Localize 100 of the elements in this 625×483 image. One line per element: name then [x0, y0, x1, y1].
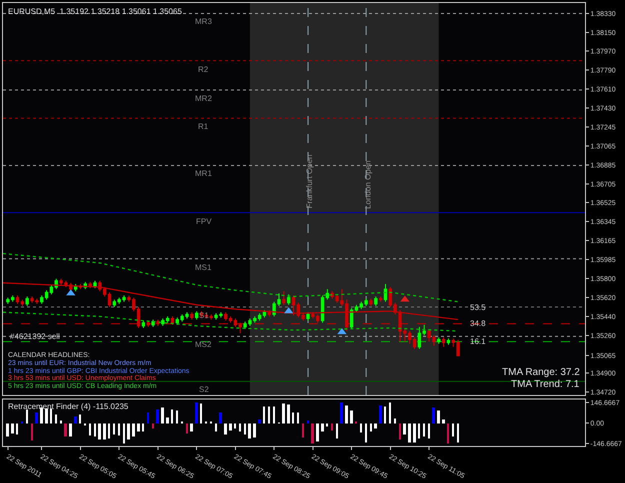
bar — [132, 423, 135, 436]
bar — [437, 410, 440, 424]
bar — [311, 423, 314, 444]
bar — [248, 423, 251, 438]
annotation: TMA Range: 37.2 — [502, 367, 580, 378]
bar — [423, 423, 425, 436]
bar — [331, 423, 333, 430]
bar — [108, 423, 110, 438]
candlestick — [26, 296, 29, 306]
line-series — [3, 282, 459, 320]
ref-line-label: MS1 — [195, 263, 212, 272]
bar — [389, 402, 391, 424]
bar — [16, 423, 18, 434]
candlestick — [374, 296, 378, 306]
bar — [336, 423, 338, 438]
bar — [11, 423, 14, 434]
bar — [428, 423, 430, 438]
ref-line-label: MS2 — [195, 340, 212, 349]
bar — [394, 418, 396, 424]
bar — [35, 412, 38, 424]
bar — [31, 423, 33, 440]
bar — [60, 420, 62, 424]
chart-title: Retracement Finder (4) -115.0235 — [8, 402, 129, 411]
bar — [234, 423, 236, 428]
bar — [321, 423, 324, 432]
bar — [302, 423, 304, 438]
candlestick — [156, 319, 160, 326]
bar — [365, 423, 367, 442]
bar — [152, 423, 154, 428]
candlestick — [446, 338, 450, 346]
bar — [244, 423, 246, 434]
bar — [171, 409, 173, 424]
candlestick — [437, 336, 440, 344]
bar — [316, 423, 319, 442]
ref-line-label: MR3 — [195, 17, 212, 26]
bar — [137, 423, 140, 432]
ref-line-label: S2 — [199, 385, 210, 394]
bar — [74, 416, 77, 424]
candlestick — [268, 310, 271, 317]
bar — [239, 423, 241, 432]
bar — [287, 404, 290, 424]
candlestick — [151, 319, 155, 328]
bar — [26, 409, 28, 424]
bar — [55, 414, 57, 424]
bar — [307, 420, 309, 424]
annotation: 34.8 — [470, 319, 486, 328]
ref-line-label: S1 — [199, 311, 210, 320]
candlestick — [142, 320, 146, 328]
bar — [127, 423, 130, 440]
text: EURUSD,M5 1.35192 1.35218 1.35061 1.35065 — [8, 7, 182, 16]
bar — [186, 423, 188, 434]
bar — [113, 423, 115, 434]
bar — [384, 406, 386, 424]
bar — [118, 423, 120, 436]
ref-line-label: London Open — [363, 160, 372, 209]
annotation: #4621392 sell — [10, 332, 60, 341]
bar — [442, 419, 445, 424]
candlestick — [442, 336, 446, 348]
candlestick — [369, 298, 373, 306]
ref-line-label: FPV — [196, 217, 212, 226]
bar — [69, 423, 72, 436]
bar — [215, 423, 217, 432]
candlestick — [384, 283, 388, 302]
bar — [263, 406, 265, 424]
annotation: TMA Trend: 7.1 — [511, 379, 580, 390]
bar — [50, 408, 52, 424]
bar — [258, 419, 261, 424]
bar — [273, 406, 275, 424]
bar — [123, 423, 125, 444]
ref-line-label: R2 — [198, 65, 209, 74]
ref-line-label: MR2 — [195, 94, 212, 103]
bar — [326, 423, 328, 426]
bar — [403, 423, 406, 434]
bar — [374, 423, 377, 428]
candlestick — [146, 320, 150, 328]
bar — [142, 423, 144, 432]
bar — [103, 423, 106, 440]
bar — [268, 406, 270, 424]
bar — [224, 423, 227, 434]
bar — [350, 410, 353, 424]
bar — [447, 423, 449, 444]
bar — [370, 423, 372, 432]
bar — [408, 423, 411, 442]
candlestick — [190, 312, 194, 320]
bar — [379, 405, 382, 424]
bar — [94, 423, 96, 436]
bar — [399, 423, 401, 440]
ref-line-label: Frankfurt Open — [304, 154, 314, 208]
bar — [200, 403, 202, 424]
bar — [79, 414, 81, 424]
bar — [340, 402, 343, 424]
candlestick — [282, 290, 286, 306]
bar — [345, 405, 348, 424]
bar — [161, 407, 164, 424]
candlestick — [194, 310, 198, 320]
bar — [195, 402, 198, 424]
bar — [297, 412, 299, 424]
candlestick — [286, 294, 290, 306]
annotation: 53.5 — [470, 303, 486, 312]
bar — [413, 423, 416, 442]
